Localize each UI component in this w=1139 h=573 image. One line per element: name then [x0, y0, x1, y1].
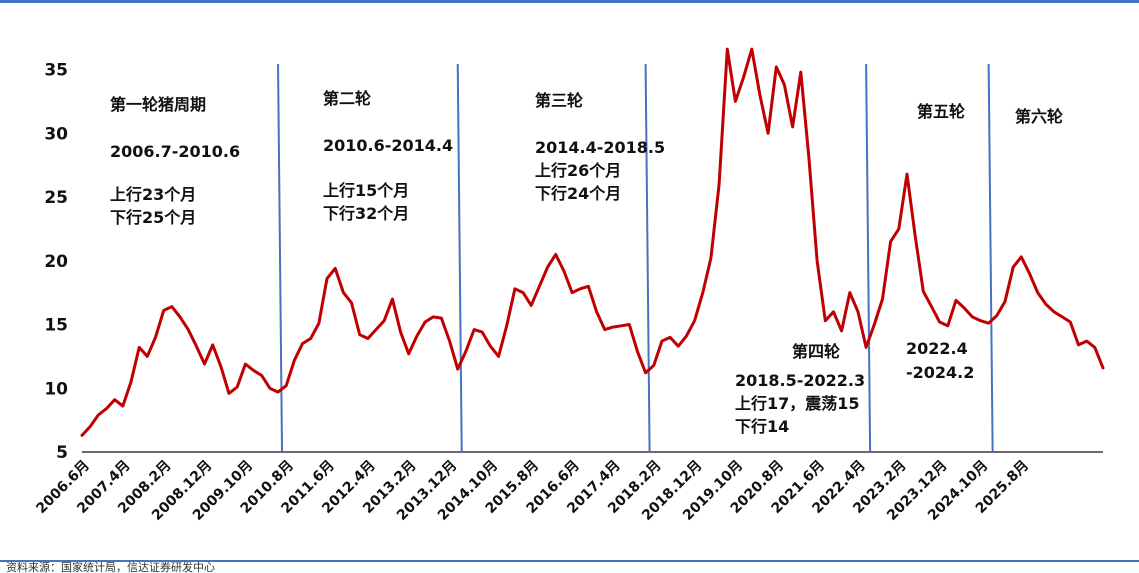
cycle1-down: 下行25个月 [110, 208, 196, 227]
y-tick-label: 5 [56, 443, 68, 463]
y-tick-label: 20 [44, 252, 68, 272]
cycle3-range: 2014.4-2018.5 [535, 138, 665, 157]
cycle-divider-line [865, 63, 872, 453]
cycle2-title: 第二轮 [323, 89, 371, 108]
cycle3-up: 上行26个月 [535, 161, 621, 180]
cycle2-range: 2010.6-2014.4 [323, 136, 453, 155]
cycle1-up: 上行23个月 [110, 185, 196, 204]
cycle-divider-line [987, 63, 994, 453]
cycle5-range-end: -2024.2 [906, 363, 974, 382]
cycle-dividers [277, 63, 994, 453]
y-axis: 5 10 15 20 25 30 35 [44, 61, 68, 464]
cycle2-up: 上行15个月 [323, 181, 409, 200]
cycle1-range: 2006.7-2010.6 [110, 142, 240, 161]
y-tick-label: 30 [44, 124, 68, 144]
y-tick-label: 25 [44, 188, 68, 208]
cycle3-title: 第三轮 [535, 91, 583, 110]
y-tick-label: 35 [44, 61, 68, 81]
source-note: 资料来源：国家统计局，信达证券研发中心 [6, 562, 215, 573]
series-layer [80, 47, 1105, 437]
top-rule [0, 0, 1139, 3]
cycle4-range: 2018.5-2022.3 [735, 371, 865, 390]
cycle6-title: 第六轮 [1015, 107, 1063, 126]
cycle4-swing: 上行17，震荡15 [735, 394, 860, 413]
cycle5-range-start: 2022.4 [906, 339, 968, 358]
y-tick-label: 10 [44, 379, 68, 399]
cycle5-title: 第五轮 [917, 102, 965, 121]
cycle1-title: 第一轮猪周期 [110, 95, 206, 114]
cycle4-down: 下行14 [735, 417, 789, 436]
cycle4-title: 第四轮 [792, 342, 840, 361]
cycle3-down: 下行24个月 [535, 184, 621, 203]
cycle-divider-line [456, 63, 463, 453]
x-axis: 2006.6月2007.4月2008.2月2008.12月2009.10月201… [33, 451, 1103, 524]
cycle-annotations: 第一轮猪周期 2006.7-2010.6 上行23个月 下行25个月 第二轮 2… [110, 89, 1063, 436]
cycle-divider-line [277, 63, 284, 453]
bottom-rule [0, 560, 1139, 562]
y-tick-label: 15 [44, 316, 68, 336]
pork-cycle-line-chart: 5 10 15 20 25 30 35 2006.6月2007.4月2008.2月2008.… [33, 47, 1105, 524]
hog-price-series-line [80, 47, 1105, 437]
cycle-divider-line [644, 63, 651, 453]
cycle2-down: 下行32个月 [323, 204, 409, 223]
